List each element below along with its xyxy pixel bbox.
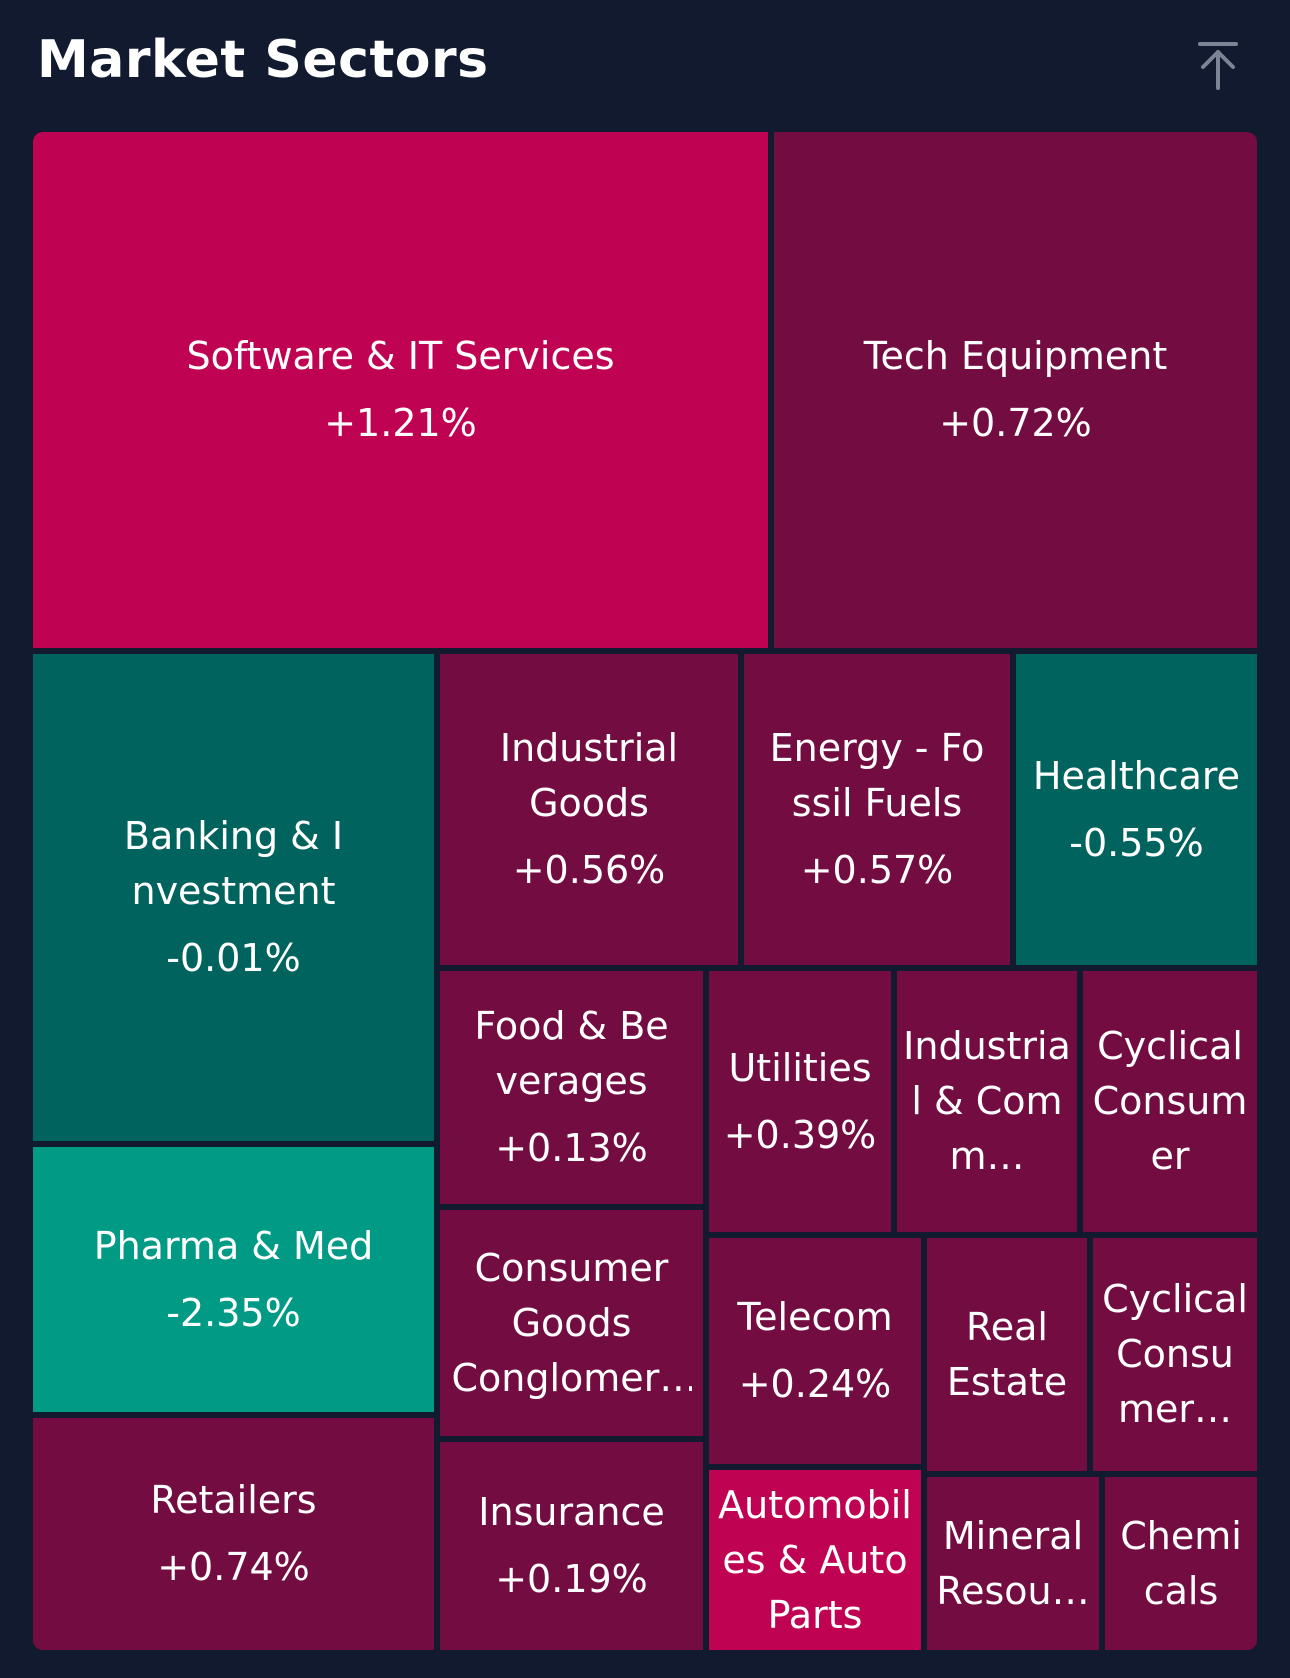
sector-name: Consumer Goods Conglomer… (451, 1245, 692, 1400)
sector-name: Healthcare (1032, 753, 1241, 798)
sector-tile[interactable]: Real Estate (927, 1238, 1087, 1471)
sector-change: +0.13% (495, 1126, 648, 1170)
sector-change: +1.21% (324, 401, 477, 445)
arrow-up-to-line-icon (1198, 42, 1238, 90)
sector-change: -0.55% (1069, 820, 1204, 865)
sector-change: +0.24% (738, 1362, 892, 1406)
sector-name: Cyclical Consumer… (1102, 1277, 1248, 1431)
sector-name: Industrial & Comm… (903, 1024, 1071, 1178)
sector-tile[interactable]: Mineral Resou… (927, 1477, 1099, 1650)
sector-tile[interactable]: Industrial Goods +0.56% (440, 654, 738, 965)
sector-change: -2.35% (166, 1290, 301, 1335)
sector-name: Retailers (150, 1478, 317, 1522)
sector-tile[interactable]: Pharma & Med -2.35% (33, 1147, 434, 1412)
sector-tile[interactable]: Software & IT Services +1.21% (33, 132, 768, 648)
sector-tile[interactable]: Automobiles & Auto Parts (709, 1470, 921, 1650)
sector-name: Energy - Fossil Fuels (769, 726, 985, 825)
sector-tile[interactable]: Banking & Investment -0.01% (33, 654, 434, 1141)
sector-name: Cyclical Consumer (1092, 1024, 1248, 1178)
sector-change: +0.19% (495, 1557, 648, 1601)
sector-name: Food & Beverages (474, 1004, 669, 1103)
sector-tile[interactable]: Tech Equipment +0.72% (774, 132, 1257, 648)
sector-change: +0.57% (800, 848, 954, 892)
sector-name: Pharma & Med (93, 1223, 374, 1268)
sector-name: Industrial Goods (499, 726, 679, 825)
sector-name: Utilities (728, 1045, 872, 1090)
sector-change: +0.72% (939, 401, 1092, 445)
sector-tile[interactable]: Cyclical Consumer… (1093, 1238, 1257, 1471)
page-title: Market Sectors (37, 30, 489, 90)
sector-tile[interactable]: Telecom +0.24% (709, 1238, 921, 1464)
sector-change: -0.01% (166, 936, 301, 980)
sector-tile[interactable]: Industrial & Comm… (897, 971, 1077, 1232)
sector-tile[interactable]: Healthcare -0.55% (1016, 654, 1257, 965)
sector-name: Real Estate (946, 1304, 1068, 1404)
sector-name: Telecom (737, 1295, 893, 1339)
sector-name: Software & IT Services (186, 334, 615, 378)
sector-name: Chemicals (1120, 1513, 1242, 1613)
scroll-to-top-button[interactable] (1190, 38, 1246, 94)
sector-tile[interactable]: Cyclical Consumer (1083, 971, 1257, 1232)
sector-tile[interactable]: Energy - Fossil Fuels +0.57% (744, 654, 1010, 965)
sector-name: Tech Equipment (863, 334, 1168, 378)
sector-change: +0.56% (512, 848, 666, 892)
sector-name: Insurance (478, 1490, 665, 1534)
sector-tile[interactable]: Retailers +0.74% (33, 1418, 434, 1650)
sector-tile[interactable]: Consumer Goods Conglomer… (440, 1210, 703, 1436)
sector-tile[interactable]: Insurance +0.19% (440, 1442, 703, 1650)
sector-treemap: Software & IT Services +1.21% Tech Equip… (33, 132, 1257, 1650)
sector-change: +0.39% (723, 1112, 877, 1157)
sector-name: Automobiles & Auto Parts (718, 1482, 912, 1637)
sector-tile[interactable]: Food & Beverages +0.13% (440, 971, 703, 1204)
sector-name: Banking & Investment (123, 814, 344, 913)
sector-tile[interactable]: Chemicals (1105, 1477, 1257, 1650)
sector-tile[interactable]: Utilities +0.39% (709, 971, 891, 1232)
sector-name: Mineral Resou… (936, 1513, 1090, 1613)
sector-change: +0.74% (157, 1545, 310, 1589)
